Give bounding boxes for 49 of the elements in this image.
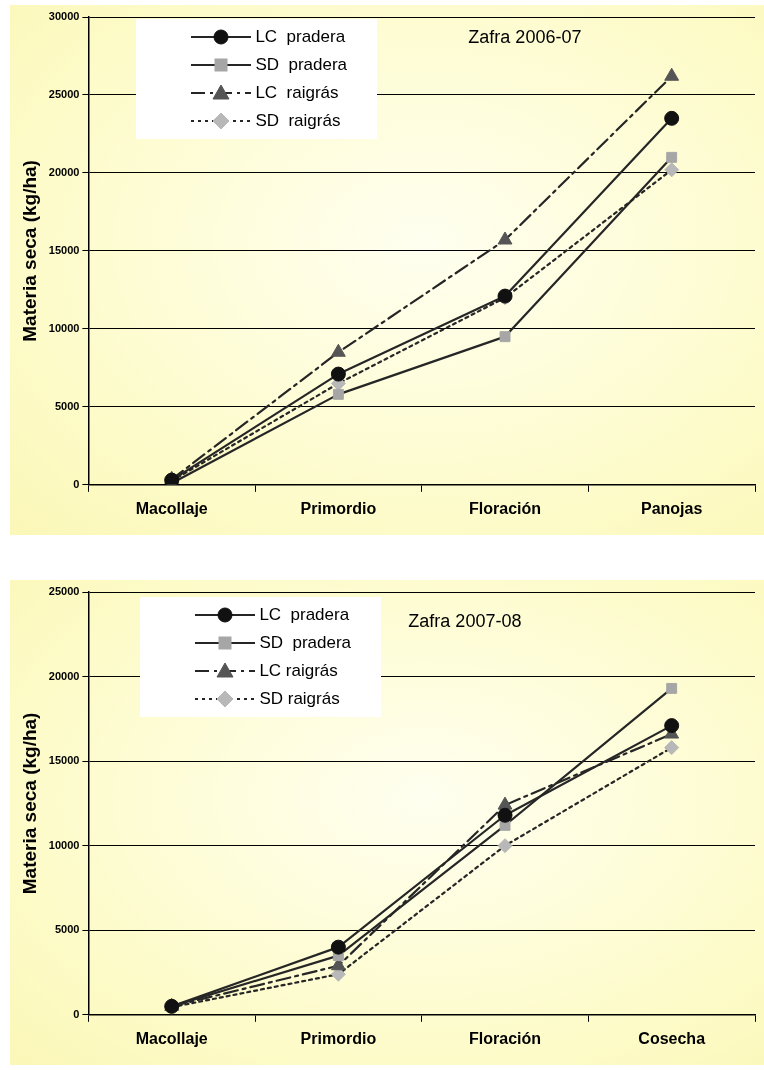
x-tick-label: Macollaje: [135, 499, 208, 517]
point: [664, 162, 680, 178]
point: [497, 231, 513, 245]
y-tick-label: 5000: [54, 399, 80, 412]
point: [330, 366, 346, 382]
point: [664, 718, 680, 734]
point: [332, 388, 344, 400]
y-tick-label: 20000: [48, 669, 80, 682]
x-tick-label: Panojas: [640, 499, 703, 517]
y-tick-label: 5000: [54, 923, 80, 936]
point: [666, 151, 678, 163]
point: [499, 331, 511, 343]
legend-label: LC raigrás: [259, 661, 338, 681]
y-axis-title: Materia seca (kg/ha): [18, 160, 40, 342]
legend-label: LC pradera: [259, 605, 350, 625]
legend-label: SD pradera: [255, 55, 348, 75]
point: [497, 796, 513, 810]
point: [497, 807, 513, 823]
legend-label: SD raigrás: [259, 689, 340, 709]
x-tick-label: Macollaje: [135, 1029, 208, 1047]
legend-label: SD raigrás: [255, 111, 341, 131]
y-tick-label: 15000: [48, 243, 80, 256]
x-tick-label: Cosecha: [638, 1029, 706, 1047]
y-tick-label: 0: [73, 477, 80, 490]
y-tick-label: 10000: [48, 321, 80, 334]
point: [664, 740, 680, 756]
x-tick-label: Floración: [469, 1029, 542, 1047]
annotation: Zafra 2006-07: [468, 26, 582, 47]
y-tick-label: 10000: [48, 838, 80, 851]
point: [497, 838, 513, 854]
annotation: Zafra 2007-08: [408, 610, 522, 631]
y-tick-label: 30000: [48, 10, 80, 23]
y-tick-label: 15000: [48, 754, 80, 767]
y-axis-title: Materia seca (kg/ha): [18, 712, 40, 895]
point: [330, 343, 346, 357]
legend-label: SD pradera: [259, 633, 352, 653]
legend-label: LC raigrás: [255, 83, 339, 103]
legend-label: LC pradera: [255, 27, 346, 47]
x-tick-label: Primordio: [300, 499, 377, 517]
point: [664, 67, 680, 81]
point: [666, 682, 678, 694]
point: [664, 110, 680, 126]
point: [330, 939, 346, 955]
y-tick-label: 0: [73, 1007, 80, 1020]
y-tick-label: 20000: [48, 165, 80, 178]
y-tick-label: 25000: [48, 585, 80, 598]
x-tick-label: Primordio: [300, 1029, 377, 1047]
y-tick-label: 25000: [48, 88, 80, 100]
x-tick-label: Floración: [469, 499, 542, 517]
